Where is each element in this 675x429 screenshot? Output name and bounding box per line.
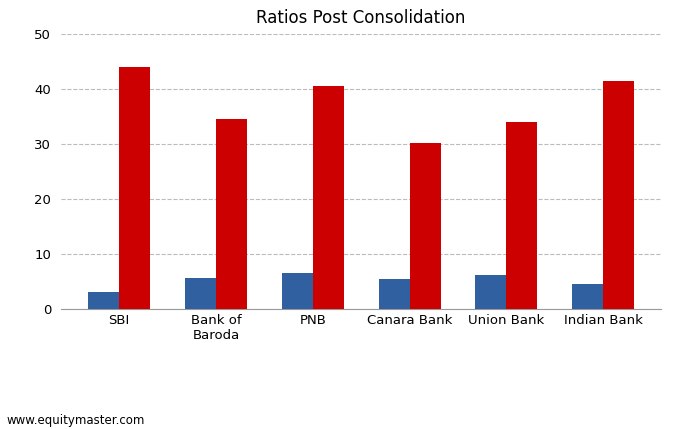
Bar: [119, 67, 150, 309]
Bar: [313, 87, 344, 309]
Bar: [506, 122, 537, 309]
Bar: [281, 273, 313, 309]
Bar: [379, 279, 410, 309]
Text: www.equitymaster.com: www.equitymaster.com: [7, 414, 145, 427]
Title: Ratios Post Consolidation: Ratios Post Consolidation: [256, 9, 466, 27]
Bar: [185, 278, 216, 309]
Bar: [216, 119, 247, 309]
Bar: [475, 275, 506, 309]
Bar: [88, 293, 119, 309]
Bar: [410, 143, 441, 309]
Bar: [572, 284, 603, 309]
Bar: [603, 81, 634, 309]
